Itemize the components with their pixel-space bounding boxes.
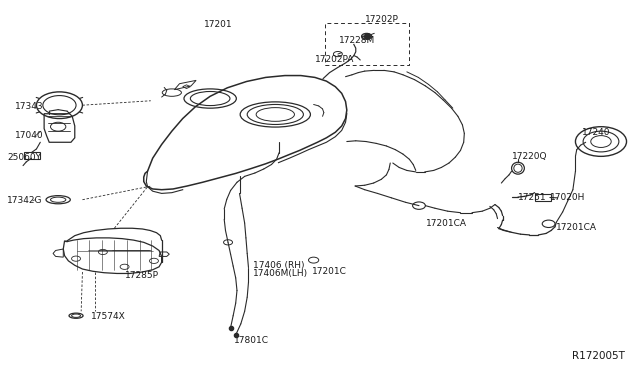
Text: 17406M(LH): 17406M(LH) <box>253 269 308 278</box>
Text: 17202PA: 17202PA <box>315 55 355 64</box>
Text: 17574X: 17574X <box>92 312 126 321</box>
Text: 17201C: 17201C <box>312 267 347 276</box>
Text: 17343: 17343 <box>15 102 44 111</box>
Text: 17202P: 17202P <box>365 15 399 24</box>
Text: 17285P: 17285P <box>125 271 159 280</box>
Text: 17201CA: 17201CA <box>556 223 597 232</box>
Text: R172005T: R172005T <box>572 351 625 361</box>
Text: 17020H: 17020H <box>550 193 585 202</box>
Text: 17220Q: 17220Q <box>511 152 547 161</box>
Text: 17801C: 17801C <box>234 336 269 346</box>
Text: 25060Y: 25060Y <box>7 153 41 162</box>
Text: 17228M: 17228M <box>339 36 376 45</box>
Text: 17251: 17251 <box>518 193 547 202</box>
Text: 17342G: 17342G <box>7 196 43 205</box>
Text: 17040: 17040 <box>15 131 44 141</box>
Text: 17201CA: 17201CA <box>426 219 467 228</box>
Circle shape <box>362 33 372 39</box>
Text: 17201: 17201 <box>204 20 232 29</box>
Text: 17406 (RH): 17406 (RH) <box>253 261 305 270</box>
Text: 17240: 17240 <box>582 128 611 137</box>
